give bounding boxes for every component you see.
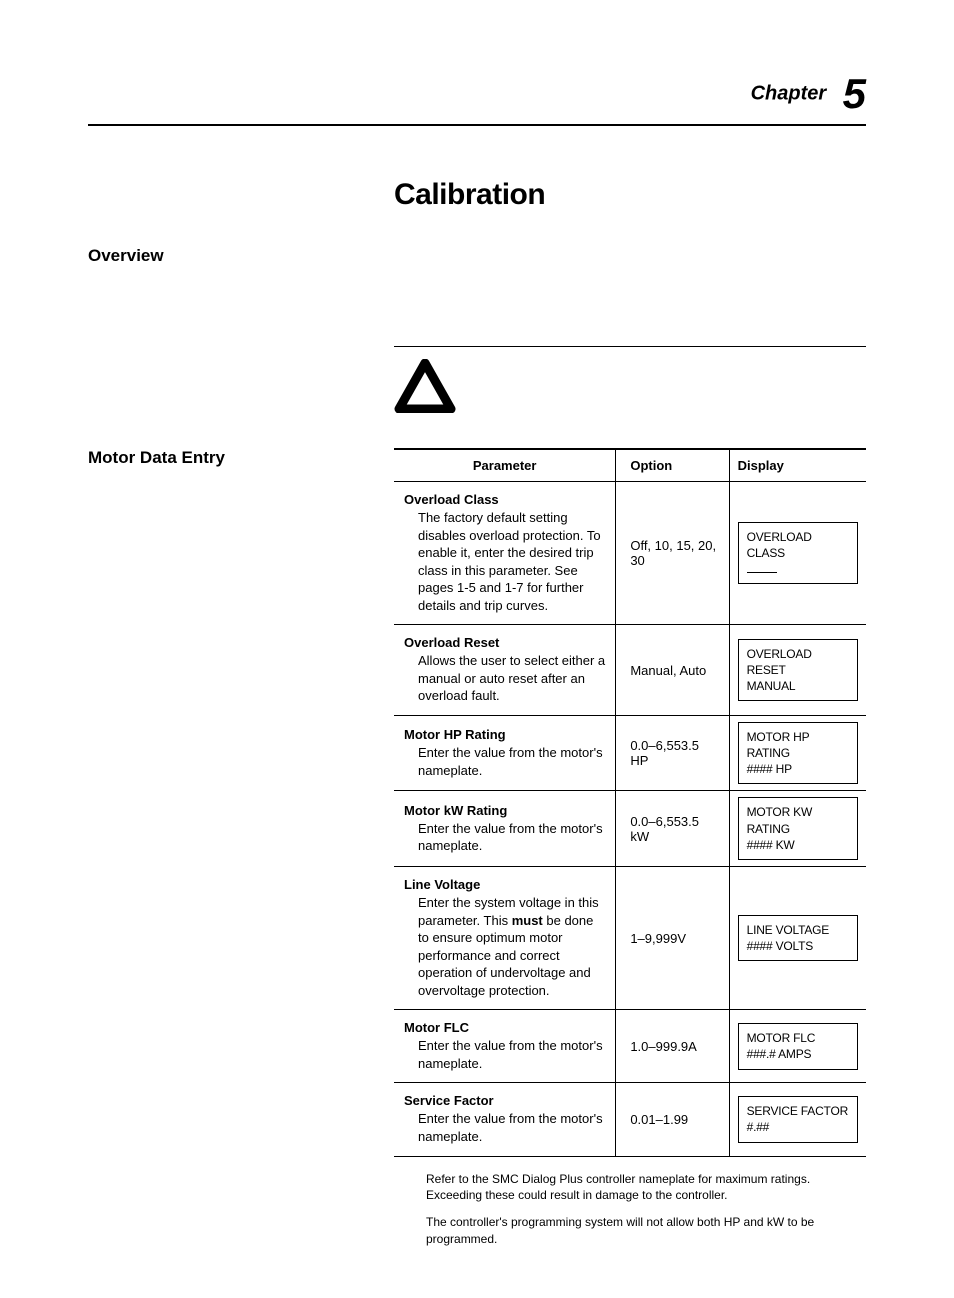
display-box: OVERLOAD RESET MANUAL: [738, 639, 858, 702]
display-line2: MANUAL: [747, 678, 849, 694]
table-row: Motor FLC Enter the value from the motor…: [394, 1010, 866, 1083]
header-divider: [88, 124, 866, 126]
display-line2: #### HP: [747, 761, 849, 777]
param-desc: Allows the user to select either a manua…: [418, 652, 605, 705]
page-container: Chapter 5 Calibration Overview Motor Dat…: [0, 0, 954, 1298]
header-parameter: Parameter: [394, 449, 616, 482]
table-row: Overload Class The factory default setti…: [394, 482, 866, 625]
header-display: Display: [729, 449, 866, 482]
motor-data-section: Motor Data Entry Parameter Option Displa…: [88, 448, 866, 1157]
display-blank-line: [747, 561, 777, 573]
param-title: Overload Reset: [404, 635, 605, 650]
param-option: 0.0–6,553.5 kW: [616, 791, 729, 867]
chapter-header: Chapter 5: [88, 70, 866, 118]
chapter-number: 5: [843, 70, 866, 117]
parameter-table: Parameter Option Display Overload Class …: [394, 448, 866, 1157]
footnote-2: The controller's programming system will…: [426, 1214, 866, 1248]
display-box: MOTOR FLC ###.# AMPS: [738, 1023, 858, 1069]
display-line1: OVERLOAD CLASS: [747, 529, 849, 561]
display-line1: MOTOR FLC: [747, 1030, 849, 1046]
param-option: 1–9,999V: [616, 867, 729, 1010]
table-row: Service Factor Enter the value from the …: [394, 1083, 866, 1156]
param-option: Manual, Auto: [616, 625, 729, 716]
warning-icon: [394, 359, 866, 418]
display-line2: #### VOLTS: [747, 938, 849, 954]
display-line1: MOTOR HP RATING: [747, 729, 849, 761]
param-desc: Enter the value from the motor's namepla…: [418, 820, 605, 855]
param-desc: The factory default setting disables ove…: [418, 509, 605, 614]
display-box: MOTOR HP RATING #### HP: [738, 722, 858, 785]
param-desc: Enter the value from the motor's namepla…: [418, 1037, 605, 1072]
page-title: Calibration: [394, 178, 866, 212]
display-line2: ###.# AMPS: [747, 1046, 849, 1062]
display-line1: MOTOR KW RATING: [747, 804, 849, 836]
motor-data-heading: Motor Data Entry: [88, 448, 394, 468]
display-line2: #.##: [747, 1119, 849, 1135]
display-line1: OVERLOAD RESET: [747, 646, 849, 678]
param-option: Off, 10, 15, 20, 30: [616, 482, 729, 625]
overview-section: Overview: [88, 246, 866, 266]
footnote-1: Refer to the SMC Dialog Plus controller …: [426, 1171, 866, 1205]
param-title: Motor FLC: [404, 1020, 605, 1035]
param-option: 0.0–6,553.5 HP: [616, 715, 729, 791]
display-box: SERVICE FACTOR #.##: [738, 1096, 858, 1142]
param-title: Motor kW Rating: [404, 803, 605, 818]
display-line2: #### KW: [747, 837, 849, 853]
table-row: Overload Reset Allows the user to select…: [394, 625, 866, 716]
table-row: Line Voltage Enter the system voltage in…: [394, 867, 866, 1010]
chapter-label: Chapter: [751, 83, 827, 105]
display-box: MOTOR KW RATING #### KW: [738, 797, 858, 860]
table-row: Motor HP Rating Enter the value from the…: [394, 715, 866, 791]
footnotes: Refer to the SMC Dialog Plus controller …: [426, 1171, 866, 1248]
param-title: Overload Class: [404, 492, 605, 507]
table-row: Motor kW Rating Enter the value from the…: [394, 791, 866, 867]
table-header-row: Parameter Option Display: [394, 449, 866, 482]
display-box: LINE VOLTAGE #### VOLTS: [738, 915, 858, 961]
param-desc: Enter the system voltage in this paramet…: [418, 894, 605, 999]
param-desc: Enter the value from the motor's namepla…: [418, 1110, 605, 1145]
display-line1: SERVICE FACTOR: [747, 1103, 849, 1119]
section-divider: [394, 346, 866, 347]
overview-heading: Overview: [88, 246, 394, 266]
header-option: Option: [616, 449, 729, 482]
param-option: 0.01–1.99: [616, 1083, 729, 1156]
param-title: Motor HP Rating: [404, 727, 605, 742]
display-line1: LINE VOLTAGE: [747, 922, 849, 938]
param-title: Service Factor: [404, 1093, 605, 1108]
display-box: OVERLOAD CLASS: [738, 522, 858, 585]
param-title: Line Voltage: [404, 877, 605, 892]
param-option: 1.0–999.9A: [616, 1010, 729, 1083]
param-desc: Enter the value from the motor's namepla…: [418, 744, 605, 779]
